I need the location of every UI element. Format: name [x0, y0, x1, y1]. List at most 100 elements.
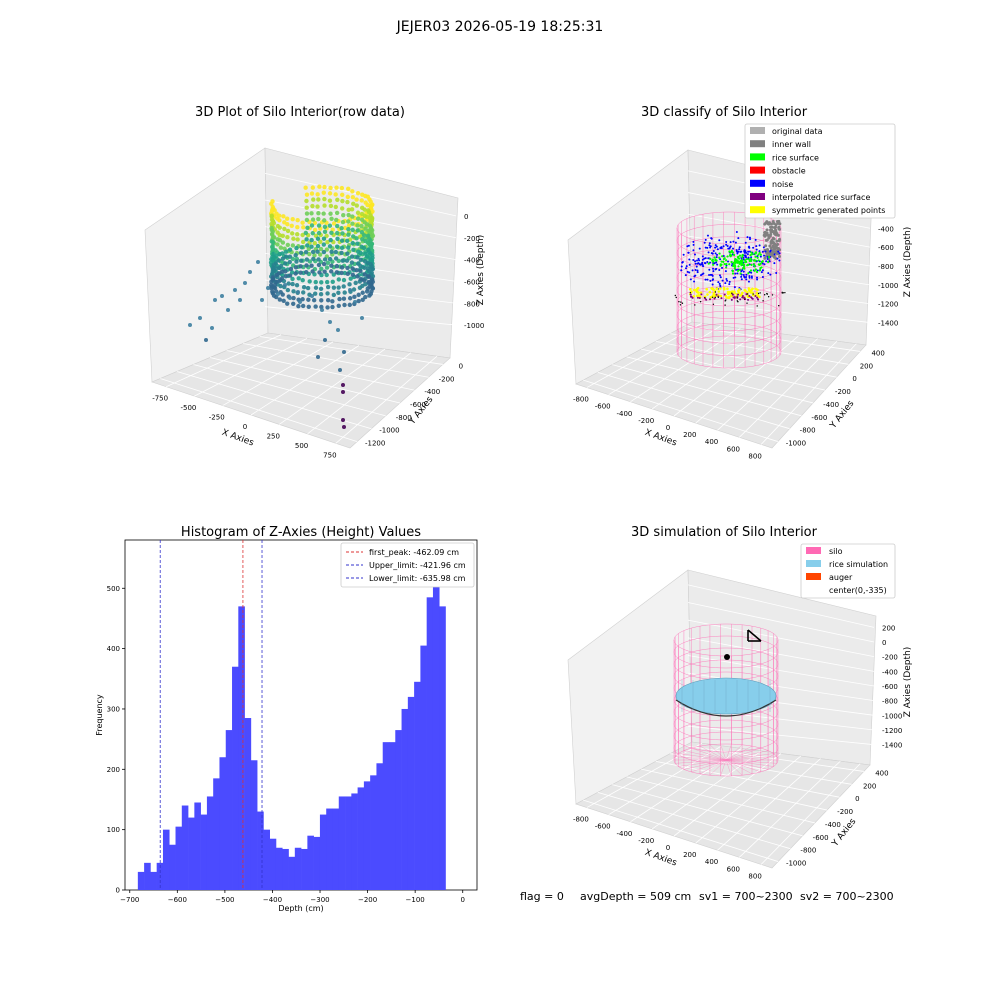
classify-point: [718, 268, 721, 271]
raw-point: [275, 237, 280, 242]
classify-point: [710, 273, 713, 276]
sim-gridline: [739, 760, 841, 858]
sim-legend-swatch: [806, 573, 821, 580]
raw-point: [322, 269, 327, 274]
classify-point: [684, 267, 687, 270]
cls-gridline: [630, 328, 741, 403]
classify-point: [744, 260, 747, 264]
raw-point: [291, 289, 296, 294]
classify-point: [696, 259, 699, 262]
classify-point: [767, 221, 771, 225]
raw-point: [276, 258, 281, 263]
classify-point: [744, 259, 747, 262]
classify-point: [747, 280, 750, 283]
raw-point: [312, 253, 317, 258]
classify-point: [743, 250, 746, 253]
raw-point: [322, 229, 328, 234]
sim-z-tick-label: -200: [882, 654, 898, 662]
classify-point: [686, 270, 689, 273]
raw-point: [296, 276, 301, 281]
cls-z-tick-label: -1200: [878, 301, 898, 309]
classify-point: [697, 257, 700, 260]
classify-point: [750, 251, 753, 254]
raw-point: [342, 350, 346, 354]
classify-point: [750, 259, 753, 263]
raw-point: [300, 303, 306, 309]
raw-z-tick-label: -1000: [464, 322, 484, 330]
classify-point: [745, 278, 748, 281]
classify-point: [730, 298, 733, 301]
classify-point: [735, 231, 738, 234]
classify-point: [688, 263, 691, 266]
classify-point: [742, 270, 745, 273]
classify-point: [724, 282, 727, 285]
raw-ylabel: Y Axies: [407, 395, 436, 428]
classify-point: [708, 242, 711, 245]
classify-point: [762, 246, 765, 249]
raw-point: [285, 216, 290, 221]
sim-gridline: [687, 672, 875, 702]
raw-point: [312, 227, 318, 233]
classify-point: [723, 262, 726, 266]
raw-point: [283, 254, 289, 259]
sim-legend-swatch: [806, 560, 821, 567]
classify-point: [682, 253, 685, 256]
raw-point: [358, 257, 364, 262]
classify-legend-swatch: [750, 193, 765, 200]
classify-point: [704, 296, 706, 299]
classify-point: [738, 268, 742, 271]
classify-point: [708, 244, 711, 247]
sim-auger-arrow-icon: [747, 629, 762, 642]
raw-point: [325, 239, 330, 245]
classify-point: [777, 250, 780, 253]
cls-gridline: [626, 356, 814, 404]
classify-point: [774, 256, 778, 260]
classify-point: [738, 294, 742, 297]
classify-legend-swatch: [750, 153, 765, 161]
raw-point: [348, 276, 353, 281]
classify-point: [718, 256, 721, 259]
classify-point: [721, 279, 724, 282]
raw-point: [362, 272, 367, 277]
silo-spoke: [725, 744, 743, 761]
raw-point: [300, 278, 305, 283]
classify-point: [748, 289, 752, 293]
classify-point: [750, 263, 753, 266]
raw-point: [309, 211, 314, 216]
classify-point: [687, 251, 690, 254]
cls-z-tick-label: -400: [878, 225, 894, 233]
classify-point: [754, 287, 757, 291]
classify-point: [763, 254, 766, 257]
classify-point: [697, 262, 700, 265]
cls-gridline: [655, 340, 837, 378]
sim-z-tick-label: -1400: [882, 742, 902, 750]
raw-point: [334, 210, 340, 216]
cls-gridline: [597, 371, 790, 430]
raw-point: [316, 355, 320, 359]
classify-point: [755, 248, 758, 251]
raw-point: [270, 275, 276, 280]
classify-point: [740, 275, 743, 278]
raw-point: [304, 237, 309, 242]
classify-legend: original data inner wall rice surface obsta…: [744, 123, 896, 219]
raw-point: [285, 301, 290, 306]
raw-point: [335, 223, 340, 229]
raw-point: [324, 233, 329, 239]
classify-point: [694, 268, 697, 271]
classify-point: [692, 259, 695, 262]
hist-bar: [326, 808, 333, 890]
classify-point: [734, 276, 737, 279]
classify-point: [679, 304, 682, 306]
hist-bar: [389, 742, 396, 890]
raw-point: [311, 256, 316, 262]
cls-gridline: [687, 300, 871, 323]
classify-point: [711, 283, 714, 286]
sim-gridline: [687, 584, 875, 628]
raw-point: [317, 184, 322, 189]
raw-point: [327, 198, 333, 203]
classify-point: [714, 244, 717, 247]
raw-point: [309, 244, 314, 249]
raw-point: [277, 297, 282, 302]
raw-point: [283, 269, 288, 274]
raw-point: [315, 243, 321, 249]
